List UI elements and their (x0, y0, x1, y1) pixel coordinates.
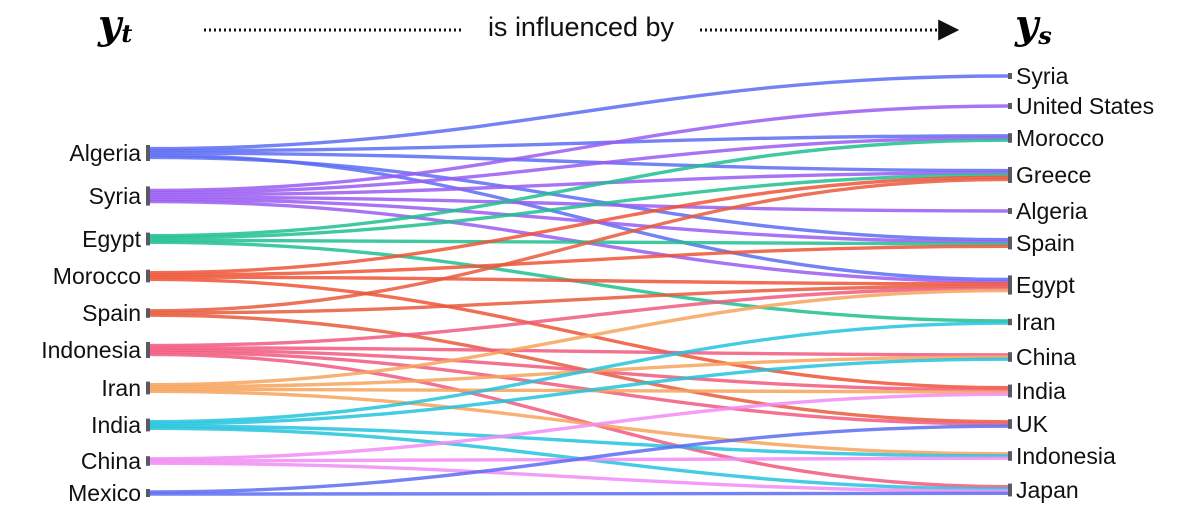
target-node-label-morocco: Morocco (1016, 125, 1104, 151)
flow-link-mexico-to-uk (149, 424, 1009, 494)
source-node-label-india: India (91, 412, 141, 438)
target-node-bar-egypt (1008, 275, 1012, 295)
flow-link-algeria-to-syria (149, 74, 1009, 151)
source-node-bar-mexico (146, 489, 150, 497)
target-node-label-indonesia: Indonesia (1016, 443, 1116, 469)
target-node-label-us: United States (1016, 93, 1154, 119)
flow-link-algeria-to-greece (149, 151, 1009, 173)
flow-link-syria-to-spain (149, 197, 1009, 244)
target-node-label-algeria: Algeria (1016, 198, 1088, 224)
target-node-bar-uk (1008, 419, 1012, 429)
source-node-bar-iran (146, 381, 150, 395)
flow-link-egypt-to-morocco (149, 138, 1009, 238)
source-node-label-iran: Iran (101, 375, 141, 401)
target-node-label-india: India (1016, 378, 1066, 404)
flow-link-morocco-to-greece (149, 175, 1009, 275)
flow-link-china-to-japan (149, 461, 1009, 493)
target-node-label-egypt: Egypt (1016, 272, 1075, 298)
flow-link-syria-to-morocco (149, 136, 1009, 195)
target-node-label-uk: UK (1016, 411, 1049, 437)
target-node-bar-spain (1008, 236, 1012, 250)
source-node-bar-syria (146, 186, 150, 206)
flow-links (149, 74, 1009, 496)
flow-link-india-to-iran (149, 321, 1009, 424)
source-node-bar-spain (146, 308, 150, 318)
target-node-label-japan: Japan (1016, 477, 1079, 503)
flow-link-morocco-to-spain (149, 244, 1009, 277)
source-node-label-china: China (81, 448, 141, 474)
flow-link-indonesia-to-india (149, 348, 1009, 392)
source-nodes: Algeria Syria Egypt Morocco Spain Indonesia Ir… (41, 140, 150, 506)
flow-link-syria-to-algeria (149, 195, 1009, 213)
source-node-bar-china (146, 456, 150, 466)
target-node-bar-india (1008, 384, 1012, 398)
target-node-label-syria: Syria (1016, 63, 1069, 89)
flow-link-morocco-to-india (149, 277, 1009, 390)
source-node-label-morocco: Morocco (53, 263, 141, 289)
flow-link-morocco-to-egypt (149, 275, 1009, 286)
source-variable-label: yt (97, 1, 132, 48)
flow-link-algeria-to-spain (149, 155, 1009, 242)
source-node-label-algeria: Algeria (69, 140, 141, 166)
target-node-bar-morocco (1008, 133, 1012, 143)
target-node-bar-indonesia (1008, 451, 1012, 461)
source-node-label-indonesia: Indonesia (41, 337, 141, 363)
flow-link-india-to-china (149, 357, 1009, 426)
source-node-bar-india (146, 418, 150, 432)
target-nodes: Syria United States Morocco Greece Algeria Sp… (1008, 63, 1154, 503)
flow-link-spain-to-greece (149, 177, 1009, 313)
flow-link-algeria-to-morocco (149, 134, 1009, 153)
source-node-bar-morocco (146, 269, 150, 283)
source-node-bar-indonesia (146, 342, 150, 358)
target-node-bar-china (1008, 352, 1012, 362)
flow-link-iran-to-indonesia (149, 389, 1009, 456)
target-node-label-iran: Iran (1016, 309, 1056, 335)
flow-link-spain-to-egypt (149, 284, 1009, 315)
source-node-label-egypt: Egypt (82, 226, 141, 252)
header: yt is influenced by ys (97, 1, 1052, 50)
target-node-bar-algeria (1008, 208, 1012, 214)
flow-link-syria-to-greece (149, 171, 1009, 197)
target-node-bar-iran (1008, 318, 1012, 326)
flow-link-indonesia-to-egypt (149, 286, 1009, 348)
flow-link-indonesia-to-japan (149, 352, 1009, 489)
source-node-bar-algeria (146, 145, 150, 161)
target-node-bar-japan (1008, 483, 1012, 497)
source-node-label-mexico: Mexico (68, 480, 141, 506)
flow-link-china-to-india (149, 392, 1009, 461)
flow-link-indonesia-to-uk (149, 350, 1009, 426)
target-node-label-china: China (1016, 344, 1076, 370)
source-node-label-spain: Spain (82, 300, 141, 326)
target-node-label-greece: Greece (1016, 162, 1091, 188)
target-node-bar-greece (1008, 167, 1012, 183)
flow-link-india-to-indonesia (149, 424, 1009, 458)
target-node-label-spain: Spain (1016, 230, 1075, 256)
target-variable-label: ys (1014, 1, 1052, 50)
flow-link-iran-to-egypt (149, 288, 1009, 387)
flow-link-indonesia-to-china (149, 346, 1009, 357)
flow-link-syria-to-us (149, 104, 1009, 193)
flow-link-mexico-to-japan (149, 491, 1009, 496)
flow-link-egypt-to-greece (149, 173, 1009, 240)
source-node-bar-egypt (146, 232, 150, 246)
flow-link-egypt-to-spain (149, 238, 1009, 246)
target-node-bar-syria (1008, 73, 1012, 79)
target-node-bar-us (1008, 103, 1012, 109)
source-node-label-syria: Syria (89, 183, 142, 209)
relation-label: is influenced by (488, 12, 675, 42)
